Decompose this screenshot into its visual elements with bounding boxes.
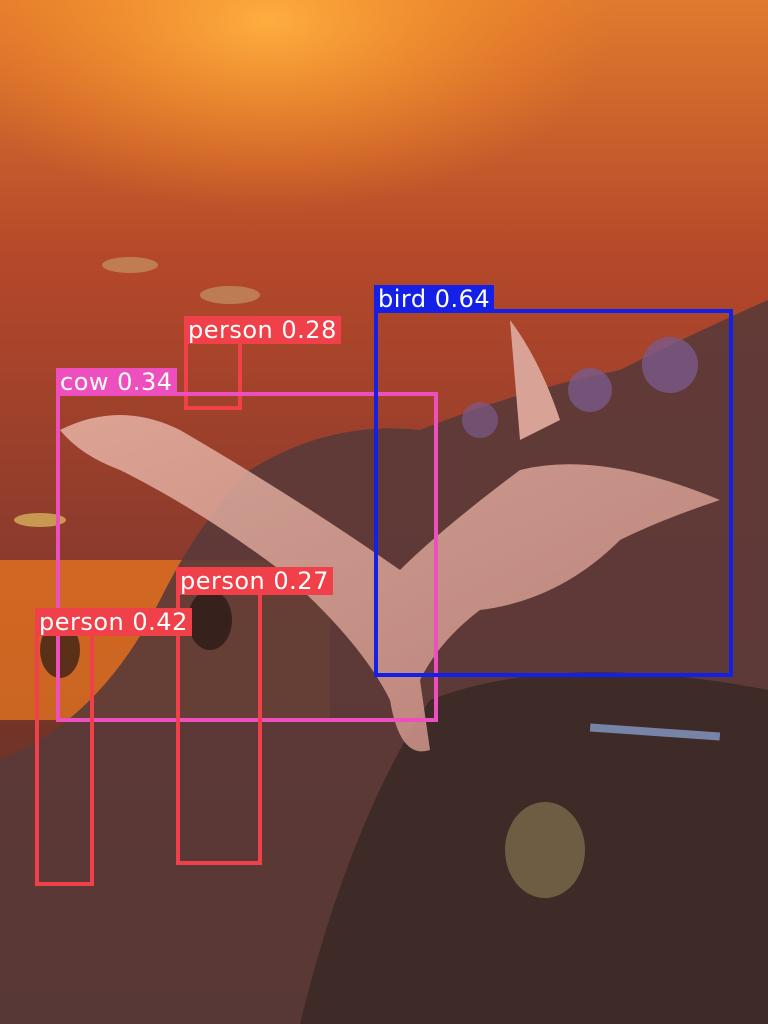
- detection-label: person 0.42: [35, 608, 192, 636]
- detection-box-person-2: person 0.27: [176, 567, 333, 865]
- detection-box-person-1: person 0.28: [184, 316, 341, 410]
- detection-box-cow: cow 0.34: [56, 368, 438, 722]
- detection-label: person 0.27: [176, 567, 333, 595]
- detection-box-bird: bird 0.64: [374, 285, 733, 677]
- detection-box-person-3: person 0.42: [35, 608, 192, 886]
- detection-label: cow 0.34: [56, 368, 177, 396]
- detection-label: person 0.28: [184, 316, 341, 344]
- detection-label: bird 0.64: [374, 285, 495, 313]
